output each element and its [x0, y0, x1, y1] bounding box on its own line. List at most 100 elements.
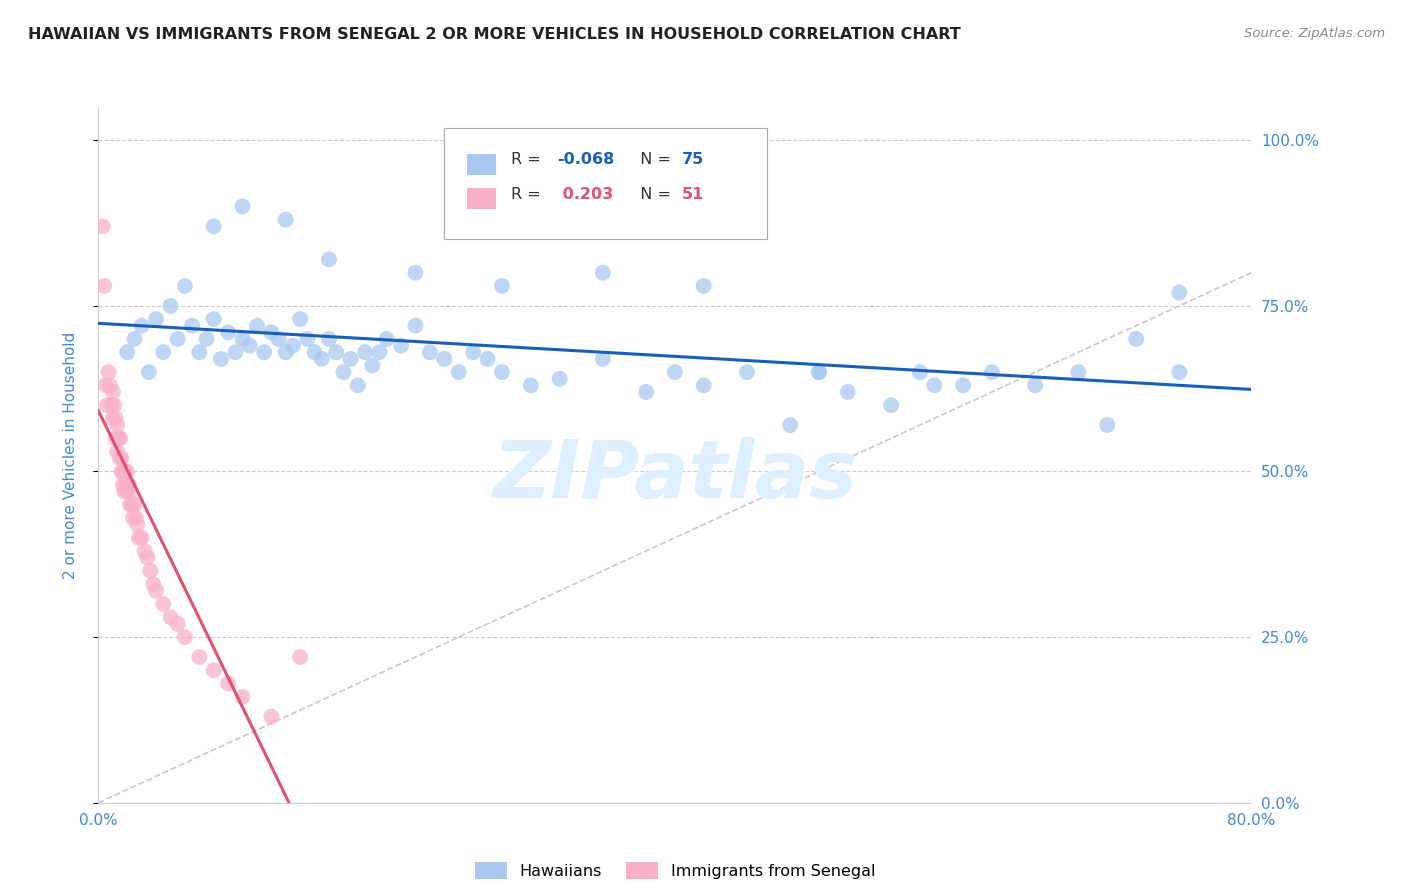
Point	[138, 365, 160, 379]
Point	[202, 663, 225, 677]
FancyBboxPatch shape	[444, 128, 768, 239]
Point	[139, 564, 162, 578]
Text: R =: R =	[512, 186, 546, 202]
Point	[636, 384, 658, 399]
Text: HAWAIIAN VS IMMIGRANTS FROM SENEGAL 2 OR MORE VEHICLES IN HOUSEHOLD CORRELATION : HAWAIIAN VS IMMIGRANTS FROM SENEGAL 2 OR…	[28, 27, 960, 42]
Point	[152, 597, 174, 611]
Point	[520, 378, 543, 392]
Point	[346, 378, 368, 392]
Point	[105, 444, 128, 458]
Point	[104, 411, 127, 425]
Point	[1125, 332, 1147, 346]
Point	[880, 398, 903, 412]
Point	[318, 332, 340, 346]
Point	[128, 531, 150, 545]
Point	[1097, 418, 1119, 433]
Point	[117, 465, 139, 479]
FancyBboxPatch shape	[467, 188, 496, 210]
Point	[131, 531, 153, 545]
Point	[290, 650, 312, 665]
Point	[693, 378, 716, 392]
Point	[117, 484, 139, 499]
Y-axis label: 2 or more Vehicles in Household: 2 or more Vehicles in Household	[63, 331, 77, 579]
Point	[297, 332, 319, 346]
Point	[124, 332, 146, 346]
Point	[101, 411, 124, 425]
Point	[134, 544, 156, 558]
Point	[693, 279, 716, 293]
Text: N =: N =	[630, 152, 676, 167]
Point	[375, 332, 398, 346]
Point	[239, 338, 262, 352]
Point	[1168, 285, 1191, 300]
Point	[174, 630, 197, 644]
Point	[188, 650, 211, 665]
Point	[260, 326, 283, 340]
Point	[97, 365, 120, 379]
Point	[94, 378, 117, 392]
Point	[231, 332, 254, 346]
Point	[98, 378, 121, 392]
Point	[389, 338, 412, 352]
Point	[354, 345, 377, 359]
FancyBboxPatch shape	[467, 153, 496, 175]
Point	[107, 431, 129, 445]
Point	[127, 517, 149, 532]
Point	[111, 477, 134, 491]
Text: N =: N =	[630, 186, 676, 202]
Point	[117, 345, 139, 359]
Point	[1024, 378, 1046, 392]
Point	[922, 378, 945, 392]
Point	[124, 498, 146, 512]
Point	[120, 484, 142, 499]
Point	[361, 359, 384, 373]
Point	[405, 266, 427, 280]
Text: ZIPatlas: ZIPatlas	[492, 437, 858, 515]
Point	[274, 212, 297, 227]
Text: 75: 75	[682, 152, 704, 167]
Point	[290, 312, 312, 326]
Point	[735, 365, 758, 379]
Text: 51: 51	[682, 186, 704, 202]
Point	[125, 511, 148, 525]
Point	[592, 266, 614, 280]
Text: Source: ZipAtlas.com: Source: ZipAtlas.com	[1244, 27, 1385, 40]
Point	[108, 451, 131, 466]
Point	[114, 477, 136, 491]
Point	[181, 318, 204, 333]
Point	[110, 465, 132, 479]
Point	[120, 498, 142, 512]
Point	[981, 365, 1004, 379]
Point	[217, 676, 239, 690]
Point	[188, 345, 211, 359]
Point	[274, 345, 297, 359]
Point	[447, 365, 470, 379]
Point	[93, 279, 115, 293]
Point	[368, 345, 391, 359]
Point	[105, 418, 128, 433]
Point	[131, 318, 153, 333]
Point	[108, 431, 131, 445]
Point	[96, 398, 118, 412]
Point	[145, 583, 167, 598]
Point	[548, 372, 571, 386]
Point	[166, 616, 188, 631]
Point	[246, 318, 269, 333]
Point	[112, 484, 135, 499]
Point	[112, 465, 135, 479]
Point	[260, 709, 283, 723]
Point	[807, 365, 830, 379]
Point	[174, 279, 197, 293]
Point	[281, 338, 304, 352]
Point	[908, 365, 931, 379]
Point	[91, 219, 114, 234]
Point	[217, 326, 239, 340]
Point	[491, 279, 513, 293]
Point	[202, 312, 225, 326]
Point	[136, 550, 159, 565]
Point	[152, 345, 174, 359]
Point	[195, 332, 218, 346]
Point	[1168, 365, 1191, 379]
Point	[103, 398, 125, 412]
Point	[104, 431, 127, 445]
